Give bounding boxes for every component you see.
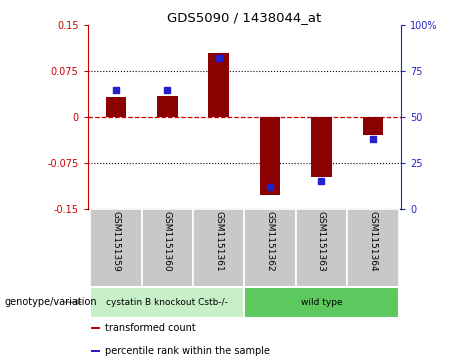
Bar: [362, 117, 383, 135]
Bar: [347, 209, 398, 287]
Text: percentile rank within the sample: percentile rank within the sample: [105, 346, 270, 356]
Bar: [311, 117, 332, 177]
Bar: [193, 209, 244, 287]
Bar: [260, 117, 280, 195]
Bar: [208, 53, 229, 117]
Bar: [157, 96, 177, 117]
Text: GSM1151361: GSM1151361: [214, 211, 223, 272]
Text: GSM1151362: GSM1151362: [266, 211, 274, 272]
Text: GSM1151360: GSM1151360: [163, 211, 172, 272]
Bar: [296, 209, 347, 287]
Text: wild type: wild type: [301, 298, 342, 307]
Bar: [106, 97, 126, 117]
Bar: [91, 350, 100, 352]
Bar: [91, 327, 100, 329]
Text: cystatin B knockout Cstb-/-: cystatin B knockout Cstb-/-: [106, 298, 228, 307]
Text: genotype/variation: genotype/variation: [5, 297, 97, 307]
Title: GDS5090 / 1438044_at: GDS5090 / 1438044_at: [167, 11, 321, 24]
Bar: [142, 209, 193, 287]
Bar: [90, 287, 244, 318]
Text: GSM1151359: GSM1151359: [112, 211, 120, 272]
Text: GSM1151364: GSM1151364: [368, 211, 377, 272]
Bar: [244, 209, 296, 287]
Bar: [244, 287, 398, 318]
Bar: [90, 209, 142, 287]
Text: GSM1151363: GSM1151363: [317, 211, 326, 272]
Text: transformed count: transformed count: [105, 323, 195, 333]
